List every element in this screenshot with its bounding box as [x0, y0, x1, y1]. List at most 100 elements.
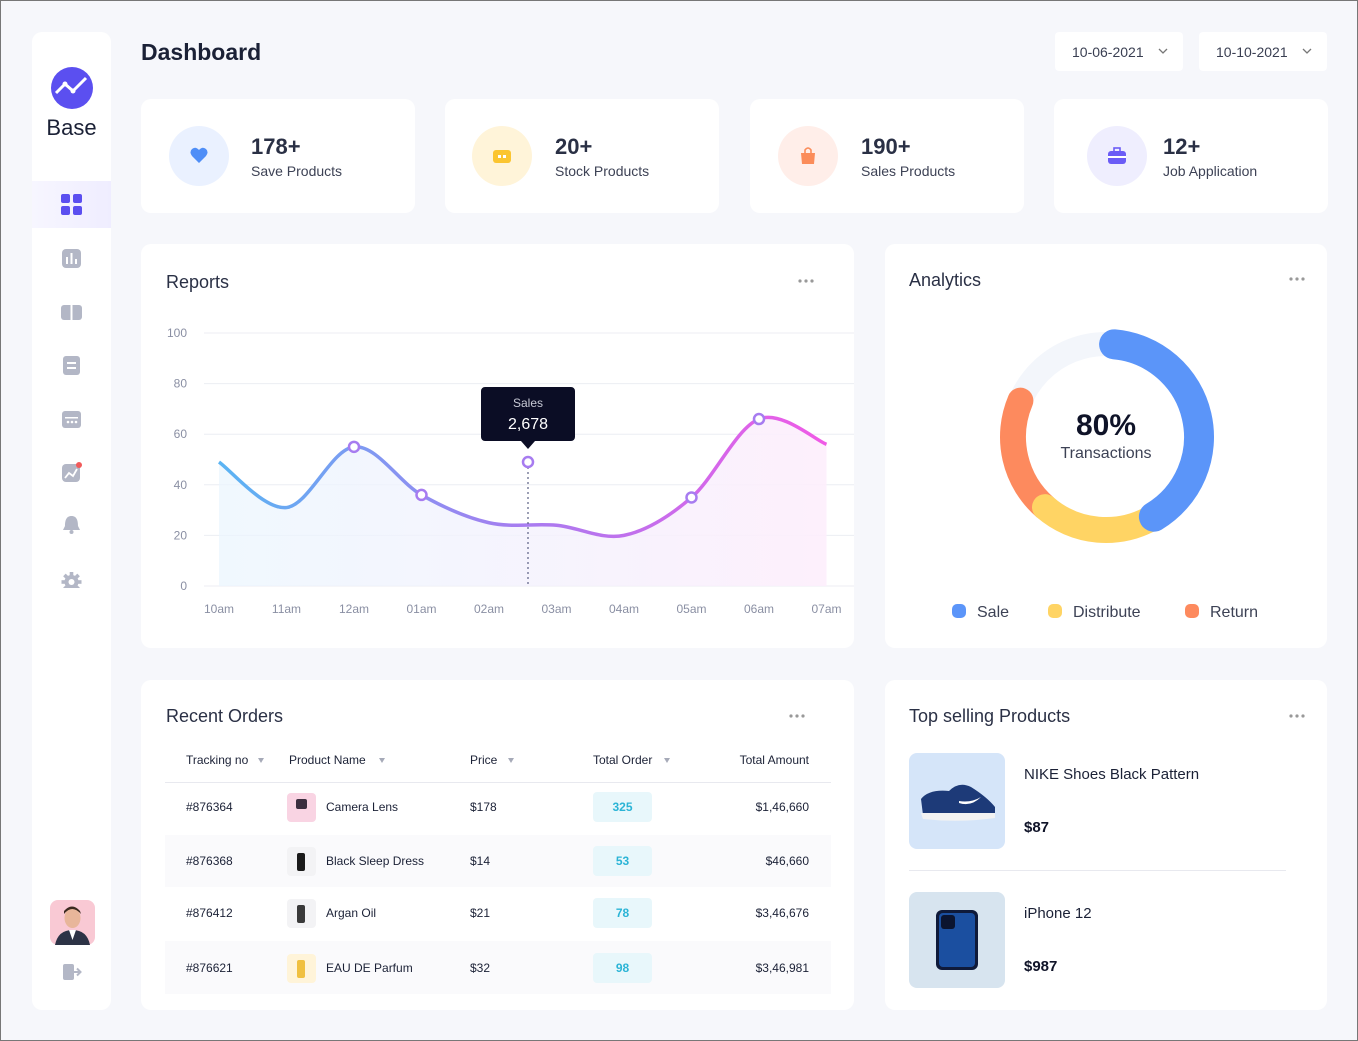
- logo: [51, 67, 93, 109]
- more-menu[interactable]: [789, 714, 805, 718]
- cell: #876364: [186, 800, 233, 814]
- legend-label: Distribute: [1073, 604, 1141, 621]
- x-tick-label: 01am: [406, 602, 436, 616]
- icon: [493, 150, 511, 163]
- x-tick-label: 11am: [272, 602, 301, 616]
- point: [347, 440, 361, 454]
- stat-label: Sales Products: [861, 163, 956, 179]
- x-tick-label: 07am: [811, 602, 841, 616]
- column-header[interactable]: Product Name: [289, 753, 366, 767]
- chevron: [1158, 48, 1168, 54]
- logout-icon[interactable]: [62, 963, 82, 981]
- donut-chart: 80% Transactions Sale Distribute Return: [952, 329, 1258, 621]
- x-tick-label: 06am: [744, 602, 774, 616]
- donut-segment: [1031, 494, 1167, 543]
- nav-active[interactable]: [32, 181, 111, 228]
- x-tick-label: 03am: [541, 602, 571, 616]
- cell: $3,46,676: [755, 906, 809, 920]
- y-tick-label: 60: [174, 427, 188, 441]
- cell: $14: [470, 854, 491, 868]
- sidebar: Base: [32, 32, 111, 1010]
- donut-segment: [1099, 329, 1214, 532]
- line: [217, 415, 828, 539]
- card-title: Analytics: [909, 270, 982, 290]
- card-title: Reports: [166, 272, 230, 292]
- stat-value: 12+: [1163, 134, 1201, 159]
- stat-label: Job Application: [1163, 163, 1258, 179]
- cell: #876412: [186, 906, 233, 920]
- date-picker[interactable]: 10-06-2021: [1055, 32, 1183, 71]
- donut-segment: [1000, 387, 1058, 521]
- cell: 98: [615, 961, 630, 975]
- y-tick-label: 20: [174, 528, 188, 542]
- cell: 78: [615, 906, 630, 920]
- cell: 325: [612, 800, 633, 814]
- legend-swatch: [1185, 604, 1199, 618]
- legend-label: Sale: [977, 604, 1009, 621]
- more-menu[interactable]: [1289, 714, 1305, 718]
- order-badge: [593, 792, 652, 822]
- icon: [190, 147, 208, 163]
- sort-arrow: [664, 758, 670, 763]
- product-name: iPhone 12: [1024, 905, 1092, 922]
- date-picker[interactable]: 10-10-2021: [1199, 32, 1327, 71]
- page-title: Dashboard: [141, 39, 262, 65]
- cell: $21: [470, 906, 491, 920]
- donut-center-value: 80%: [1076, 409, 1136, 442]
- sort-arrow: [258, 758, 264, 763]
- row-band: [165, 835, 831, 887]
- legend-swatch: [952, 604, 966, 618]
- x-tick-label: 10am: [204, 602, 234, 616]
- product-price: $87: [1024, 819, 1050, 836]
- point: [415, 488, 428, 502]
- reports-card: Reports 0 20 40 60 80 100 10am 11am 12am 01am 02am…: [141, 244, 854, 648]
- stat-label: Stock Products: [555, 163, 650, 179]
- divider: [909, 870, 1286, 871]
- column-header[interactable]: Tracking no: [186, 753, 249, 767]
- cell: $3,46,981: [755, 961, 809, 975]
- column-header[interactable]: Price: [470, 753, 498, 767]
- top-products-card: Top selling Products NIKE Shoes Black Pa…: [885, 680, 1327, 1010]
- cell: Black Sleep Dress: [326, 854, 425, 868]
- x-tick-label: 02am: [474, 602, 504, 616]
- cell: Camera Lens: [326, 800, 399, 814]
- more-menu[interactable]: [1289, 277, 1305, 281]
- cell: EAU DE Parfum: [326, 961, 413, 975]
- stat-icon: [778, 126, 838, 186]
- nav-icons[interactable]: [61, 248, 82, 588]
- cell: $1,46,660: [755, 800, 809, 814]
- brand: Base: [46, 115, 97, 140]
- stat-value: 178+: [251, 134, 301, 159]
- sort-arrow: [379, 758, 385, 763]
- avatar[interactable]: [50, 900, 95, 945]
- date-to: 10-10-2021: [1216, 44, 1288, 60]
- stat-icon: [472, 126, 532, 186]
- column-header[interactable]: Total Order: [593, 753, 653, 767]
- stat-card: 20+ Stock Products: [445, 99, 719, 213]
- order-badge: [593, 846, 652, 876]
- column-header[interactable]: Total Amount: [739, 753, 809, 767]
- product-thumb-icon: [297, 960, 305, 978]
- stat-card: 190+ Sales Products: [750, 99, 1024, 213]
- cell: $32: [470, 961, 491, 975]
- y-tick-label: 100: [167, 326, 187, 340]
- stat-label: Save Products: [251, 163, 343, 179]
- product-name: NIKE Shoes Black Pattern: [1024, 766, 1200, 783]
- product-thumb-icon: [297, 853, 305, 871]
- y-tick-label: 80: [174, 377, 188, 391]
- more-menu[interactable]: [798, 279, 814, 283]
- x-tick-label: 05am: [676, 602, 706, 616]
- orders-card: Recent Orders Tracking no Product Name Pri…: [141, 680, 854, 1010]
- nav-icon: [61, 194, 82, 215]
- cell: Argan Oil: [326, 906, 377, 920]
- icon: [1108, 147, 1126, 164]
- product-thumb-icon: [296, 799, 307, 809]
- card-title: Top selling Products: [909, 706, 1071, 726]
- stat-icon: [1087, 126, 1147, 186]
- point: [752, 412, 766, 426]
- product-image: [909, 892, 1005, 988]
- product-thumb-icon: [297, 905, 305, 923]
- analytics-card: Analytics 80% Transactions Sale Distribute R…: [885, 244, 1327, 648]
- x-tick-label: 12am: [339, 602, 369, 616]
